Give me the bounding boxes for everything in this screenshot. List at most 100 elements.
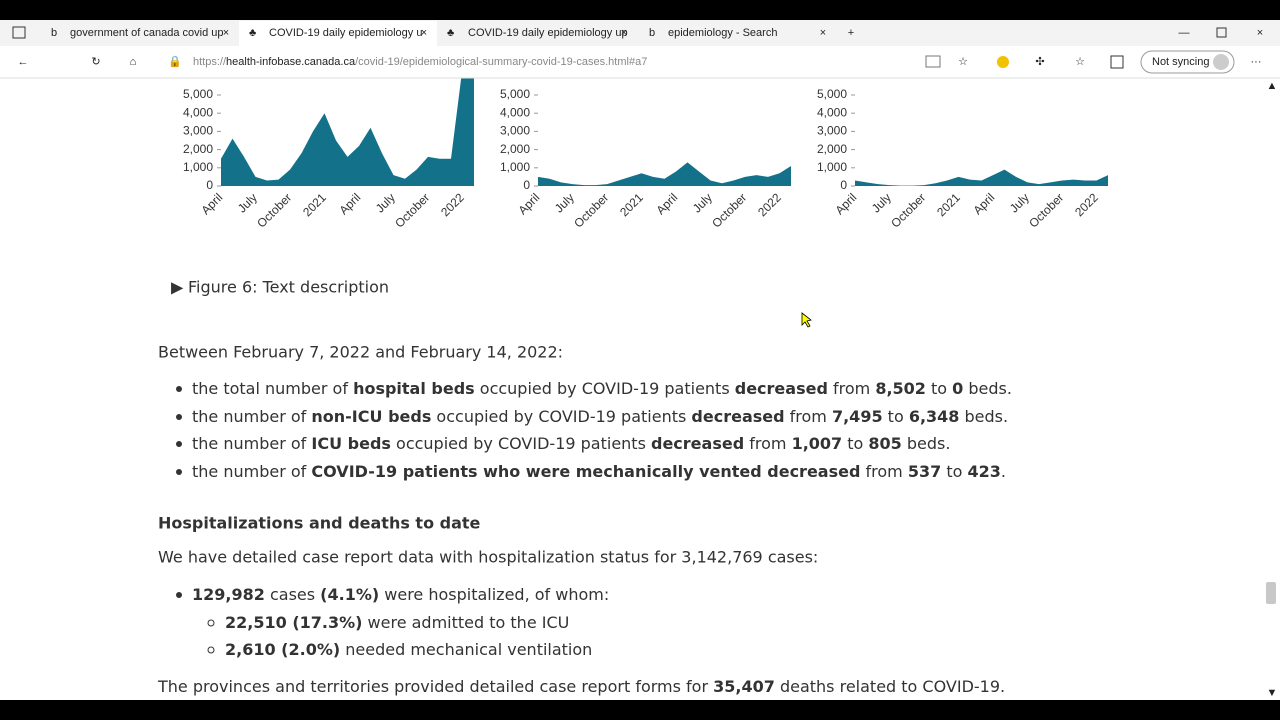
paragraph: The provinces and territories provided d… [157,677,1005,696]
text: to [883,407,909,426]
tab-close[interactable]: × [223,27,229,39]
tab-title[interactable]: government of canada covid up [70,27,224,39]
bold-text: decreased [691,407,784,426]
profile-button[interactable] [1140,50,1235,74]
y-tick-label: 4,000 [183,105,213,119]
tab-close[interactable]: × [421,27,427,39]
bold-text: 537 [908,462,941,481]
bold-text: non-ICU beds [311,407,431,426]
text: from [860,462,907,481]
scrollbar-thumb[interactable] [1266,582,1276,604]
bold-text: (4.1%) [320,585,379,604]
scroll-down[interactable]: ▼ [1267,687,1278,699]
y-tick-label: 0 [206,178,213,192]
bold-text: 6,348 [909,407,960,426]
y-tick-label: 1,000 [500,160,530,174]
y-tick-label: 1,000 [183,160,213,174]
black-bar [0,0,1280,20]
favorites[interactable]: ☆ [1075,56,1085,68]
bold-text: hospital beds [353,379,475,398]
address[interactable]: https://health-infobase.canada.ca/covid-… [193,56,647,68]
home[interactable]: ⌂ [130,56,137,68]
minimize[interactable]: — [1179,27,1190,39]
heading: Hospitalizations and deaths to date [158,514,481,533]
y-tick-label: 2,000 [183,142,213,156]
active-tab[interactable] [239,21,437,46]
bold-text: 22,510 (17.3%) [225,613,362,632]
bold-text: 423 [967,462,1000,481]
text: from [785,407,832,426]
bullet [176,592,182,598]
tab-title[interactable]: COVID-19 daily epidemiology u [269,27,422,39]
text: needed mechanical ventilation [340,640,592,659]
extension[interactable] [997,56,1009,68]
text: cases [265,585,320,604]
text: to [941,462,967,481]
sub-bullet [207,646,215,654]
text: to [842,434,868,453]
bold-text: 805 [868,434,901,453]
text: occupied by COVID-19 patients [391,434,651,453]
maximize[interactable] [1216,27,1227,38]
collections[interactable] [1110,55,1124,69]
profile-label: Not syncing [1152,56,1209,68]
content: ▶ Figure 6: Text description Between Febru… [157,278,1012,696]
back[interactable]: ← [18,56,29,68]
text: from [828,379,875,398]
scheme: https:// [193,56,227,68]
text: . [1001,462,1006,481]
y-tick-label: 0 [840,178,847,192]
close[interactable]: × [1257,27,1263,39]
extensions[interactable]: ✣ [1035,56,1044,68]
new-tab[interactable]: + [848,27,854,39]
bold-text: ICU beds [311,434,391,453]
list-item: the total number of hospital beds occupi… [192,379,1012,398]
favorite[interactable]: ☆ [958,56,968,68]
lock[interactable]: 🔒 [168,55,182,68]
tab-title[interactable]: COVID-19 daily epidemiology up [468,27,628,39]
text: the number of [192,407,311,426]
tab-actions[interactable] [12,26,26,39]
text: the total number of [192,379,353,398]
bold-text: 2,610 (2.0%) [225,640,340,659]
bold-text: 0 [952,379,963,398]
tab-close[interactable]: × [820,27,826,39]
bold-text: decreased [651,434,744,453]
tab-close[interactable]: × [621,27,627,39]
bullet [176,414,182,420]
y-tick-label: 4,000 [817,105,847,119]
disclosure-arrow: ▶ [171,278,184,297]
y-tick-label: 3,000 [500,124,530,138]
y-tick-label: 1,000 [817,160,847,174]
text: the number of [192,434,311,453]
text: from [744,434,791,453]
y-tick-label: 5,000 [500,87,530,101]
y-tick-label: 2,000 [817,142,847,156]
text: beds. [902,434,951,453]
y-tick-label: 3,000 [817,124,847,138]
paragraph: Between February 7, 2022 and February 14… [158,343,563,362]
tab-icon: ♣ [249,27,256,39]
sub-item: 2,610 (2.0%) needed mechanical ventilati… [225,640,592,659]
list-item: the number of non-ICU beds occupied by C… [192,407,1008,426]
text: beds. [963,379,1012,398]
bold-text: 1,007 [792,434,843,453]
cursor [801,312,812,328]
reader[interactable] [925,55,941,68]
text: the number of [192,462,311,481]
text: were admitted to the ICU [362,613,569,632]
y-tick-label: 3,000 [183,124,213,138]
toolbar [0,46,1280,78]
text: were hospitalized, of whom: [379,585,609,604]
bold-text: 7,495 [832,407,883,426]
bullet [176,441,182,447]
scroll-up[interactable]: ▲ [1267,80,1278,92]
bold-text: 35,407 [713,677,775,696]
tab-title[interactable]: epidemiology - Search [668,27,777,39]
paragraph: We have detailed case report data with h… [158,548,818,567]
area [538,162,791,186]
menu[interactable]: ··· [1251,56,1262,68]
refresh[interactable]: ↻ [91,56,100,68]
list-item: the number of COVID-19 patients who were… [192,462,1006,481]
list-item: 129,982 cases (4.1%) were hospitalized, … [192,585,609,604]
